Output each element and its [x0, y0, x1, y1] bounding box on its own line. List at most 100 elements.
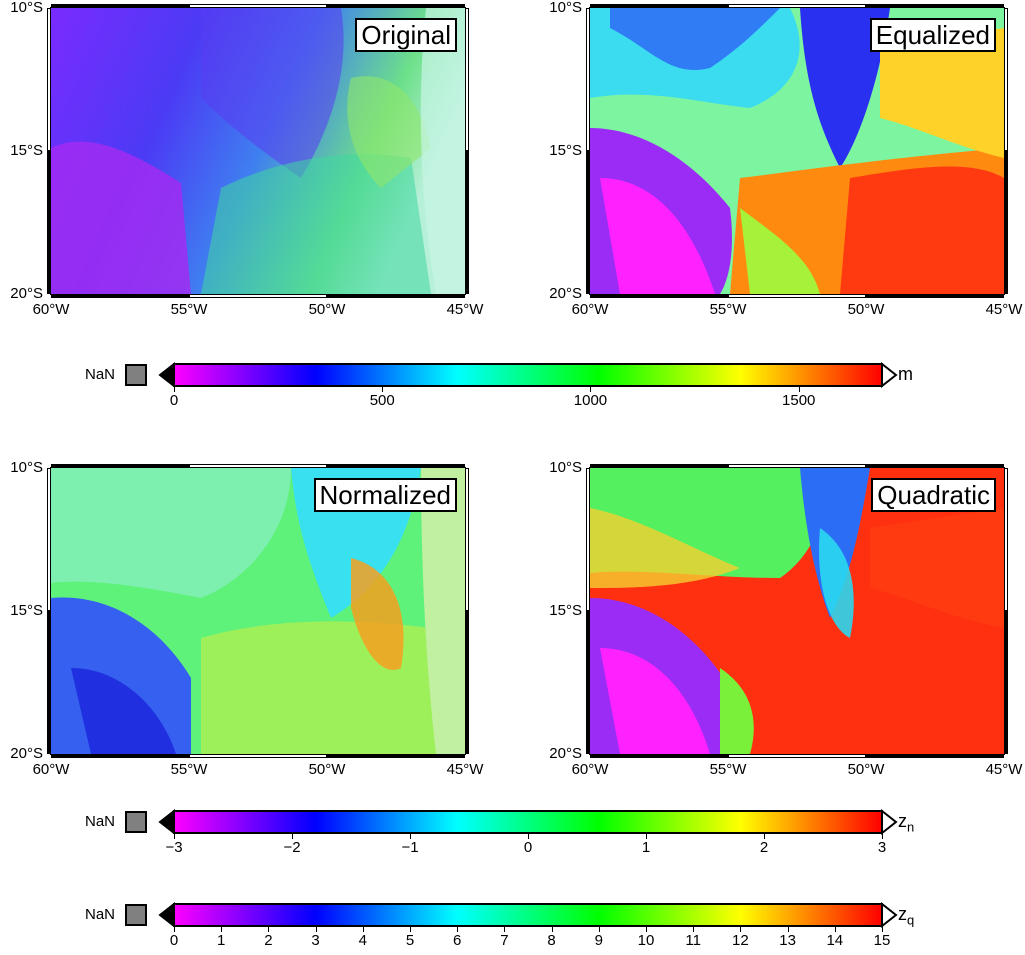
map-frame-left-segment [47, 611, 51, 754]
colorbar-tick-mark [590, 387, 592, 392]
colorbar-tick-label: 7 [500, 932, 509, 949]
map-frame-right-segment [465, 468, 469, 611]
latitude-tick-label: 10°S [10, 0, 43, 16]
map-frame-top-segment [51, 4, 189, 8]
colorbar-tick-mark [362, 927, 364, 932]
longitude-tick-label: 55°W [170, 301, 208, 318]
longitude-tick-label: 60°W [32, 301, 70, 318]
map-frame-top-segment [590, 464, 728, 468]
colorbar-tick-label: 0 [169, 932, 179, 949]
map-panel-quadratic: Quadratic 10°S 15°S 20°S 60°W 55°W 50°W 45°W [549, 460, 1022, 778]
map-image-quadratic [589, 467, 1005, 755]
map-frame-bottom-segment [866, 294, 1004, 298]
colorbar-tick-label: 10 [637, 932, 655, 949]
latitude-tick-label: 10°S [10, 459, 43, 476]
colorbar-low-triangle [158, 901, 175, 929]
longitude-tick-label: 50°W [308, 301, 346, 318]
colorbar-tick-mark [174, 834, 175, 839]
longitude-tick-label: 45°W [446, 761, 484, 778]
colorbar-tick-label: 3 [877, 839, 887, 856]
map-frame-right-segment [465, 8, 469, 151]
colorbar-tick-mark [798, 387, 800, 392]
map-frame-bottom-segment [189, 754, 327, 758]
colorbar-quadratic: NaN zq 0 1 2 3 4 5 6 7 8 9 10 11 12 13 14 15 [0, 895, 1025, 955]
longitude-tick-label: 50°W [847, 301, 885, 318]
relief-map-original [51, 8, 465, 294]
colorbar-tick-mark [787, 927, 789, 932]
colorbar-tick-mark [834, 927, 836, 932]
nan-label: NaN [85, 366, 116, 383]
colorbar-tick-mark [646, 927, 647, 932]
map-frame-right-segment [465, 611, 469, 754]
latitude-tick-label: 20°S [10, 745, 43, 762]
colorbar-tick-mark [693, 927, 695, 932]
colorbar-elevation: NaN m 0 500 1000 1500 [0, 355, 1025, 415]
colorbar-tick-mark [551, 927, 553, 932]
colorbar-unit-subscript: q [907, 912, 915, 928]
longitude-tick-label: 60°W [571, 761, 609, 778]
map-frame-left-segment [586, 611, 590, 754]
map-frame-right-segment [1004, 8, 1008, 151]
latitude-tick-label: 15°S [10, 602, 43, 619]
colorbar-tick-label: 11 [685, 932, 701, 949]
map-frame-bottom-segment [728, 754, 866, 758]
colorbar-fill [173, 363, 883, 387]
colorbar-tick-label: −3 [165, 839, 183, 856]
map-frame-left-segment [47, 151, 51, 294]
latitude-tick-label: 15°S [10, 142, 43, 159]
colorbar-gradient [158, 901, 898, 929]
longitude-tick-label: 45°W [446, 301, 484, 318]
map-frame-bottom-segment [590, 754, 728, 758]
colorbar-gradient [158, 361, 898, 389]
nan-label: NaN [85, 813, 116, 830]
relief-map-quadratic [590, 468, 1004, 754]
longitude-tick-label: 55°W [709, 301, 747, 318]
map-frame-right-segment [1004, 151, 1008, 294]
colorbar-tick-mark [315, 927, 317, 932]
colorbar-tick-label: 4 [358, 932, 367, 949]
colorbar-high-triangle [881, 808, 898, 836]
latitude-tick-label: 20°S [10, 285, 43, 302]
colorbar-low-triangle [158, 361, 175, 389]
map-frame-top-segment [327, 464, 465, 468]
colorbar-tick-mark [646, 834, 647, 839]
colorbar-tick-mark [268, 927, 270, 932]
longitude-tick-label: 45°W [985, 301, 1023, 318]
map-frame-bottom-segment [327, 294, 465, 298]
colorbar-tick-label: 0 [169, 392, 179, 409]
colorbar-tick-label: 15 [873, 932, 891, 949]
colorbar-tick-mark [882, 927, 883, 932]
map-frame-bottom-segment [51, 754, 189, 758]
map-label-equalized: Equalized [869, 18, 996, 52]
map-label-quadratic: Quadratic [871, 478, 996, 512]
nan-color-swatch [125, 364, 147, 386]
colorbar-tick-label: 6 [453, 932, 462, 949]
colorbar-tick-label: 12 [732, 932, 749, 949]
map-frame-top-segment [866, 4, 1004, 8]
longitude-tick-label: 60°W [32, 761, 70, 778]
map-frame-bottom-segment [327, 754, 465, 758]
colorbar-tick-label: 0 [523, 839, 533, 856]
nan-color-swatch [125, 811, 147, 833]
map-frame-left-segment [47, 8, 51, 151]
map-frame-right-segment [1004, 468, 1008, 611]
map-frame-top-segment [590, 4, 728, 8]
colorbar-tick-mark [504, 927, 506, 932]
map-frame-bottom-segment [189, 294, 327, 298]
map-frame-bottom-segment [728, 294, 866, 298]
colorbar-tick-label: 14 [826, 932, 844, 949]
latitude-tick-label: 20°S [549, 745, 582, 762]
map-frame-bottom-segment [866, 754, 1004, 758]
map-frame-top-segment [51, 464, 189, 468]
map-frame-top-segment [189, 464, 327, 468]
colorbar-tick-mark [740, 927, 742, 932]
map-frame-left-segment [47, 468, 51, 611]
colorbar-tick-mark [410, 927, 411, 932]
map-frame-right-segment [465, 151, 469, 294]
colorbar-tick-label: 8 [547, 932, 556, 949]
colorbar-tick-label: 1 [217, 932, 226, 949]
map-frame-bottom-segment [590, 294, 728, 298]
colorbar-fill [173, 903, 883, 927]
colorbar-unit-label: m [898, 364, 913, 384]
map-frame-top-segment [728, 4, 866, 8]
